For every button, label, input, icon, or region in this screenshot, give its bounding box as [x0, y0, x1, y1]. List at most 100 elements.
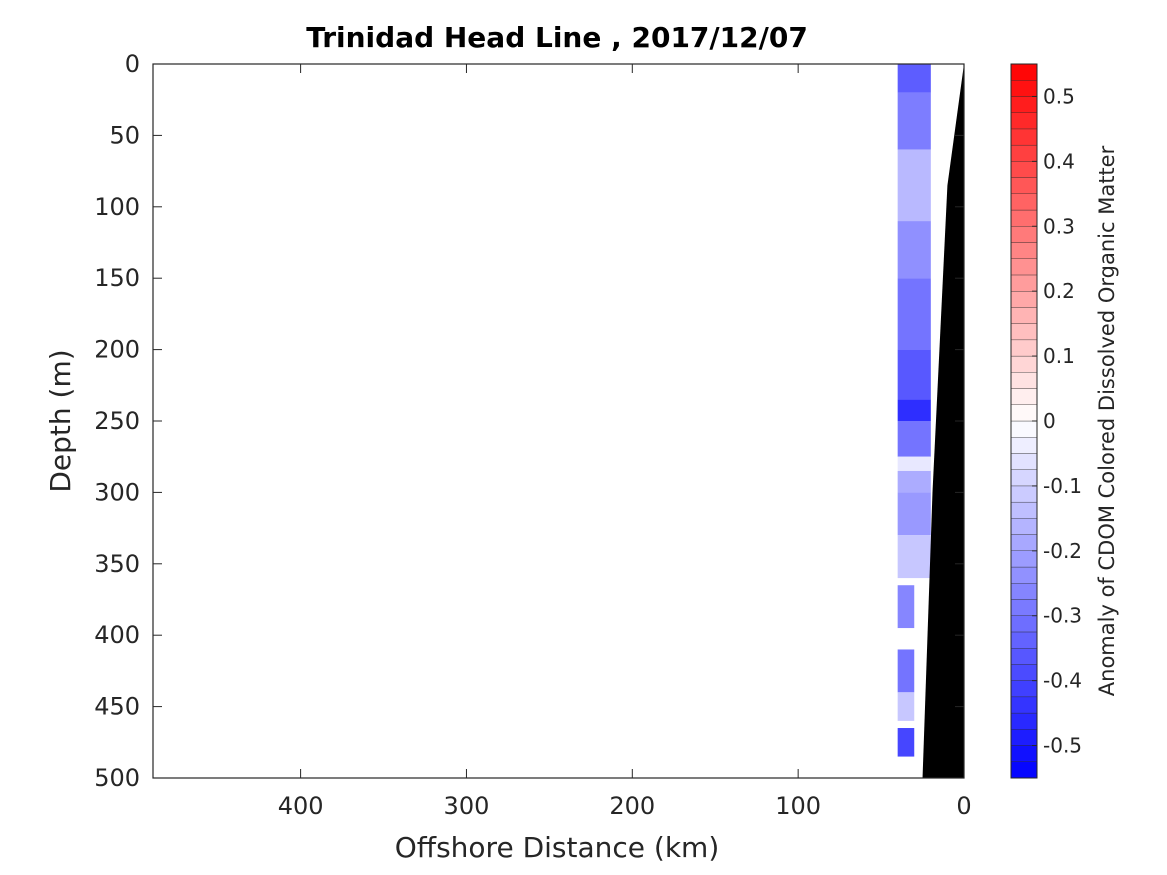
x-tick-label: 300 [444, 792, 490, 820]
colorbar-swatch [1010, 583, 1038, 600]
y-tick-label: 150 [94, 264, 140, 292]
plot-area: 400 300 200 100 0 0 50 100 150 200 250 300 350 400 45… [94, 50, 971, 820]
colorbar-swatch [1010, 761, 1038, 779]
x-tick-label: 0 [956, 792, 971, 820]
colorbar-swatch [1010, 161, 1038, 178]
anomaly-cell [897, 470, 931, 493]
colorbar-swatch [1010, 209, 1038, 227]
colorbar-tick-label: 0.2 [1043, 279, 1075, 303]
colorbar-swatch [1010, 339, 1038, 357]
colorbar-swatch [1010, 274, 1038, 292]
colorbar-swatch [1010, 696, 1038, 714]
y-tick-label: 300 [94, 478, 140, 506]
colorbar-swatch [1010, 453, 1038, 470]
colorbar-swatch [1010, 501, 1038, 519]
colorbar-swatch [1010, 664, 1038, 681]
colorbar-swatch [1010, 680, 1038, 698]
anomaly-cell [897, 728, 915, 757]
y-tick-label: 450 [94, 693, 140, 721]
colorbar-swatch [1010, 388, 1038, 405]
anomaly-cell [897, 278, 931, 350]
y-tick-label: 100 [94, 193, 140, 221]
y-tick-label: 500 [94, 764, 140, 792]
colorbar-swatch [1010, 631, 1038, 649]
y-axis: 0 50 100 150 200 250 300 350 400 450 500 [94, 50, 964, 792]
colorbar-swatch [1010, 128, 1038, 146]
anomaly-cell [897, 399, 931, 421]
colorbar-swatch [1010, 404, 1038, 422]
y-tick-label: 200 [94, 336, 140, 364]
y-axis-label: Depth (m) [44, 349, 77, 492]
anomaly-cell [897, 221, 931, 279]
y-tick-label: 0 [125, 50, 140, 78]
colorbar-tick-label: -0.1 [1043, 474, 1082, 498]
colorbar-swatch [1010, 372, 1038, 389]
y-tick-label: 250 [94, 407, 140, 435]
colorbar-tick-label: 0.5 [1043, 84, 1075, 108]
chart-title: Trinidad Head Line , 2017/12/07 [306, 21, 808, 54]
colorbar-swatch [1010, 112, 1038, 130]
colorbar-swatch [1010, 518, 1038, 535]
anomaly-cell [897, 92, 931, 150]
colorbar: -0.5 -0.4 -0.3 -0.2 -0.1 0 0.1 0.2 0.3 0.4 0.5 [1010, 63, 1082, 779]
colorbar-tick-label: -0.4 [1043, 669, 1082, 693]
anomaly-cell [897, 456, 931, 471]
anomaly-cell [897, 649, 915, 693]
anomaly-cell [897, 492, 931, 536]
x-tick-label: 400 [278, 792, 324, 820]
colorbar-swatch [1010, 96, 1038, 113]
anomaly-cell [897, 692, 915, 721]
colorbar-swatch [1010, 566, 1038, 584]
anomaly-cell [897, 535, 931, 579]
plot-background [153, 64, 964, 778]
colorbar-swatch [1010, 307, 1038, 324]
colorbar-swatch [1010, 420, 1038, 438]
colorbar-swatch [1010, 469, 1038, 487]
colorbar-swatch [1010, 745, 1038, 762]
colorbar-swatch [1010, 80, 1038, 97]
colorbar-ticks: -0.5 -0.4 -0.3 -0.2 -0.1 0 0.1 0.2 0.3 0.4 0.5 [1032, 84, 1082, 758]
x-tick-label: 100 [775, 792, 821, 820]
colorbar-swatch [1010, 226, 1038, 243]
colorbar-tick-label: 0 [1043, 409, 1056, 433]
y-tick-label: 400 [94, 621, 140, 649]
bathymetry-bottom [922, 64, 964, 778]
colorbar-swatch [1010, 355, 1038, 373]
colorbar-tick-label: 0.1 [1043, 344, 1075, 368]
colorbar-tick-label: -0.3 [1043, 604, 1082, 628]
colorbar-swatch [1010, 648, 1038, 665]
colorbar-swatch [1010, 193, 1038, 211]
colorbar-tick-label: 0.4 [1043, 149, 1075, 173]
x-axis-label: Offshore Distance (km) [395, 831, 720, 864]
colorbar-label: Anomaly of CDOM Colored Dissolved Organi… [1095, 145, 1119, 696]
y-tick-label: 50 [109, 121, 140, 149]
colorbar-swatch [1010, 177, 1038, 194]
colorbar-swatch [1010, 63, 1038, 81]
anomaly-cell [897, 64, 931, 93]
colorbar-swatch [1010, 729, 1038, 746]
colorbar-tick-label: 0.3 [1043, 214, 1075, 238]
anomaly-cell [897, 421, 931, 457]
colorbar-swatch [1010, 485, 1038, 503]
colorbar-swatch [1010, 550, 1038, 568]
colorbar-swatch [1010, 534, 1038, 551]
colorbar-swatch [1010, 242, 1038, 259]
y-tick-label: 350 [94, 550, 140, 578]
anomaly-field [897, 64, 931, 757]
colorbar-swatch [1010, 599, 1038, 616]
anomaly-cell [897, 349, 931, 400]
colorbar-tick-label: -0.5 [1043, 734, 1082, 758]
colorbar-swatch [1010, 258, 1038, 276]
colorbar-swatch [1010, 437, 1038, 454]
colorbar-swatch [1010, 712, 1038, 730]
colorbar-swatch [1010, 323, 1038, 341]
x-tick-label: 200 [609, 792, 655, 820]
anomaly-cell [897, 585, 915, 629]
anomaly-cell [897, 149, 931, 222]
x-axis: 400 300 200 100 0 [278, 64, 972, 820]
colorbar-tick-label: -0.2 [1043, 539, 1082, 563]
colorbar-swatch [1010, 144, 1038, 162]
colorbar-swatch [1010, 291, 1038, 308]
colorbar-swatch [1010, 615, 1038, 633]
